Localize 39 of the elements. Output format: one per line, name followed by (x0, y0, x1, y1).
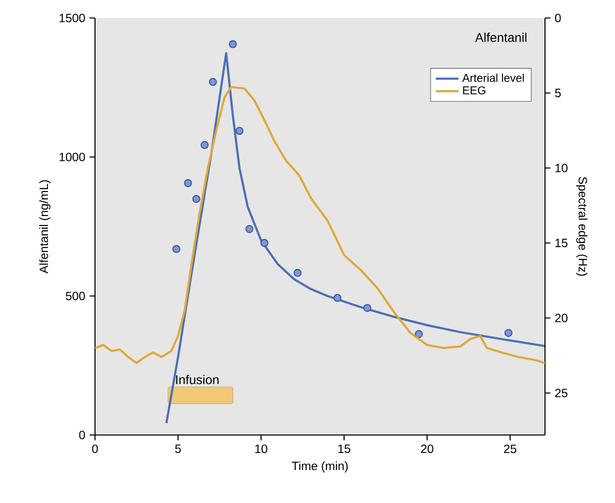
point (245, 224, 254, 233)
y2-tick-label: 10 (556, 164, 568, 172)
point (504, 328, 512, 337)
point (228, 40, 237, 48)
y2-tick-label: 15 (556, 238, 568, 248)
point (172, 245, 180, 254)
x-tick-label: 5 (175, 444, 181, 453)
x-tick-label: 15 (338, 444, 350, 453)
y2-axis-title: Spectral edge (Hz) (576, 177, 588, 276)
y2-tick-label: 20 (555, 314, 568, 322)
point (333, 294, 342, 302)
x-tick-label: 10 (255, 444, 268, 454)
x-tick-label: 0 (92, 444, 98, 454)
point (200, 141, 209, 150)
line-series (165, 52, 545, 424)
x-tick-label: 25 (504, 444, 516, 454)
line-series (95, 86, 545, 364)
y-tick-label: 1500 (60, 14, 85, 22)
legend-label: Arterial level (462, 74, 524, 82)
point (363, 304, 372, 312)
point (192, 194, 200, 203)
y2-tick-label: 25 (555, 388, 568, 398)
y-axis-title: Alfentanil (ng/mL) (39, 180, 50, 274)
point (235, 126, 244, 135)
x-tick-label: 20 (421, 444, 434, 454)
y-tick-label: 500 (66, 292, 85, 300)
legend-label: EEG (463, 86, 486, 94)
text: Alfentanil (475, 32, 526, 42)
point (208, 78, 217, 86)
band-label: Infusion (176, 374, 219, 384)
y2-tick-label: 0 (555, 14, 561, 22)
x-axis-title: Time (min) (292, 461, 348, 473)
point (294, 268, 302, 277)
point (260, 238, 268, 247)
y-tick-label: 0 (79, 430, 85, 440)
y-tick-label: 1000 (60, 152, 85, 162)
point (414, 330, 423, 338)
y2-tick-label: 5 (555, 88, 561, 98)
point (184, 179, 192, 188)
